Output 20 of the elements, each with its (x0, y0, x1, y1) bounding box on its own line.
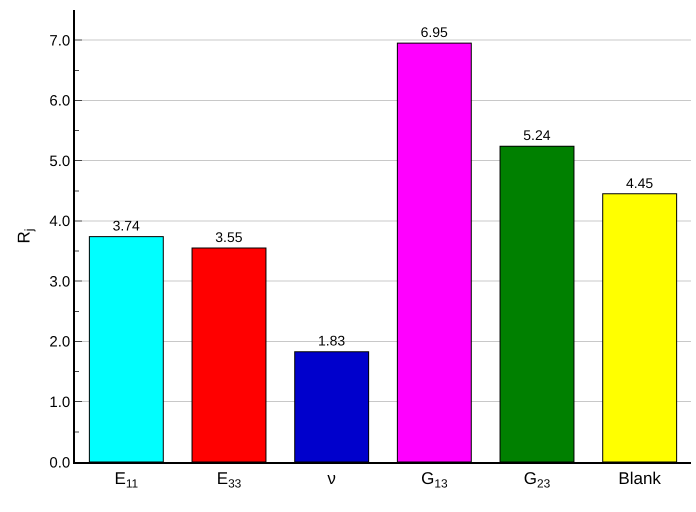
y-tick-label: 2.0 (49, 334, 70, 351)
x-tick-label: G$_{23}$ (524, 469, 551, 491)
x-tick-label: G$_{13}$ (421, 469, 448, 491)
data-label: 3.55 (215, 229, 243, 246)
data-label: 3.74 (112, 218, 140, 234)
y-tick-label: 0.0 (49, 454, 70, 472)
x-tick-label: Blank (618, 469, 662, 488)
x-tick-label: E$_{33}$ (216, 469, 242, 491)
y-tick-label: 7.0 (49, 32, 70, 50)
y-tick-label: 3.0 (49, 273, 70, 290)
y-tick-label: 6.0 (49, 92, 70, 110)
data-label: 5.24 (523, 127, 551, 144)
y-tick-label: 5.0 (49, 152, 70, 170)
data-label: 4.45 (626, 174, 654, 191)
y-tick-label: 1.0 (49, 394, 70, 411)
data-label: 6.95 (420, 24, 448, 40)
x-tick-label: E$_{11}$ (114, 469, 139, 491)
y-tick-label: 4.0 (49, 213, 70, 230)
x-tick-label: ν (327, 469, 336, 488)
data-label: 1.83 (318, 332, 346, 349)
